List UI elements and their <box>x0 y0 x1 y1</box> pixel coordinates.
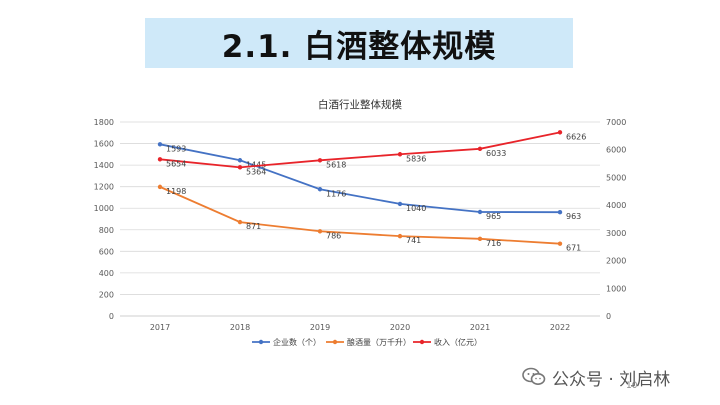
data-point <box>557 241 563 246</box>
series-line <box>159 143 561 214</box>
x-tick-label: 2018 <box>230 323 250 332</box>
data-point <box>157 157 163 162</box>
data-point <box>317 229 323 234</box>
legend-marker <box>332 339 338 345</box>
wechat-icon <box>522 367 546 385</box>
data-point <box>557 210 563 215</box>
y-right-tick-label: 7000 <box>606 118 626 127</box>
data-label: 963 <box>566 212 581 221</box>
data-point <box>237 219 243 225</box>
data-point <box>157 184 163 190</box>
slide-title: 2.1. 白酒整体规模 <box>221 28 497 65</box>
data-label: 5618 <box>326 160 346 169</box>
chart-title: 白酒行业整体规模 <box>318 98 402 111</box>
data-point <box>397 233 403 239</box>
data-point <box>237 158 243 163</box>
y-right-tick-label: 1000 <box>606 284 626 293</box>
data-label: 1040 <box>406 204 426 213</box>
legend-entry: 收入（亿元） <box>434 337 482 347</box>
y-right-tick-label: 5000 <box>606 173 626 182</box>
data-label: 1445 <box>246 160 266 169</box>
legend-marker <box>258 339 264 345</box>
x-tick-label: 2021 <box>470 323 490 332</box>
y-right-tick-label: 3000 <box>606 229 626 238</box>
data-point <box>317 187 323 192</box>
series-line <box>159 186 561 245</box>
x-tick-label: 2022 <box>550 323 570 332</box>
data-label: 1593 <box>166 144 186 153</box>
legend-entry: 企业数（个） <box>273 337 321 347</box>
data-point <box>477 236 483 242</box>
data-label: 1176 <box>326 189 346 198</box>
series-line <box>159 131 561 169</box>
slide-title-banner: 2.1. 白酒整体规模 <box>145 18 573 68</box>
page-number: 10 <box>626 381 638 391</box>
watermark-text: 公众号 · 刘启林 <box>552 369 671 390</box>
data-label: 1198 <box>166 187 186 196</box>
data-label: 6033 <box>486 149 506 158</box>
y-left-tick-label: 200 <box>99 290 114 299</box>
y-left-tick-label: 600 <box>99 247 114 256</box>
data-label: 871 <box>246 222 261 231</box>
data-label: 965 <box>486 212 501 221</box>
data-label: 786 <box>326 231 341 240</box>
data-point <box>557 130 563 135</box>
legend-marker <box>419 339 425 345</box>
data-point <box>477 146 483 151</box>
data-label: 716 <box>486 239 501 248</box>
data-label: 5836 <box>406 154 426 163</box>
data-point <box>157 142 163 147</box>
x-tick-label: 2017 <box>150 323 170 332</box>
y-left-tick-label: 1000 <box>94 204 114 213</box>
data-point <box>237 165 243 170</box>
y-right-tick-label: 0 <box>606 312 611 321</box>
data-label: 6626 <box>566 132 586 141</box>
data-point <box>477 209 483 215</box>
y-left-tick-label: 0 <box>109 312 114 321</box>
watermark: 公众号 · 刘启林 <box>522 364 670 390</box>
y-left-tick-label: 400 <box>99 269 114 278</box>
y-right-tick-label: 2000 <box>606 257 626 266</box>
x-tick-label: 2019 <box>310 323 330 332</box>
data-point <box>397 201 403 207</box>
y-left-tick-label: 1200 <box>94 183 114 192</box>
y-right-tick-label: 4000 <box>606 201 626 210</box>
data-label: 5654 <box>166 159 186 168</box>
data-label: 671 <box>566 244 581 253</box>
legend-entry: 酿酒量（万千升） <box>347 337 411 347</box>
y-left-tick-label: 1800 <box>94 118 114 127</box>
data-point <box>397 152 403 157</box>
y-right-tick-label: 6000 <box>606 146 626 155</box>
data-point <box>317 158 323 163</box>
y-left-tick-label: 1600 <box>94 140 114 149</box>
y-left-tick-label: 800 <box>99 226 114 235</box>
data-label: 741 <box>406 236 421 245</box>
x-tick-label: 2020 <box>390 323 410 332</box>
data-label: 5364 <box>246 167 266 176</box>
y-left-tick-label: 1400 <box>94 161 114 170</box>
